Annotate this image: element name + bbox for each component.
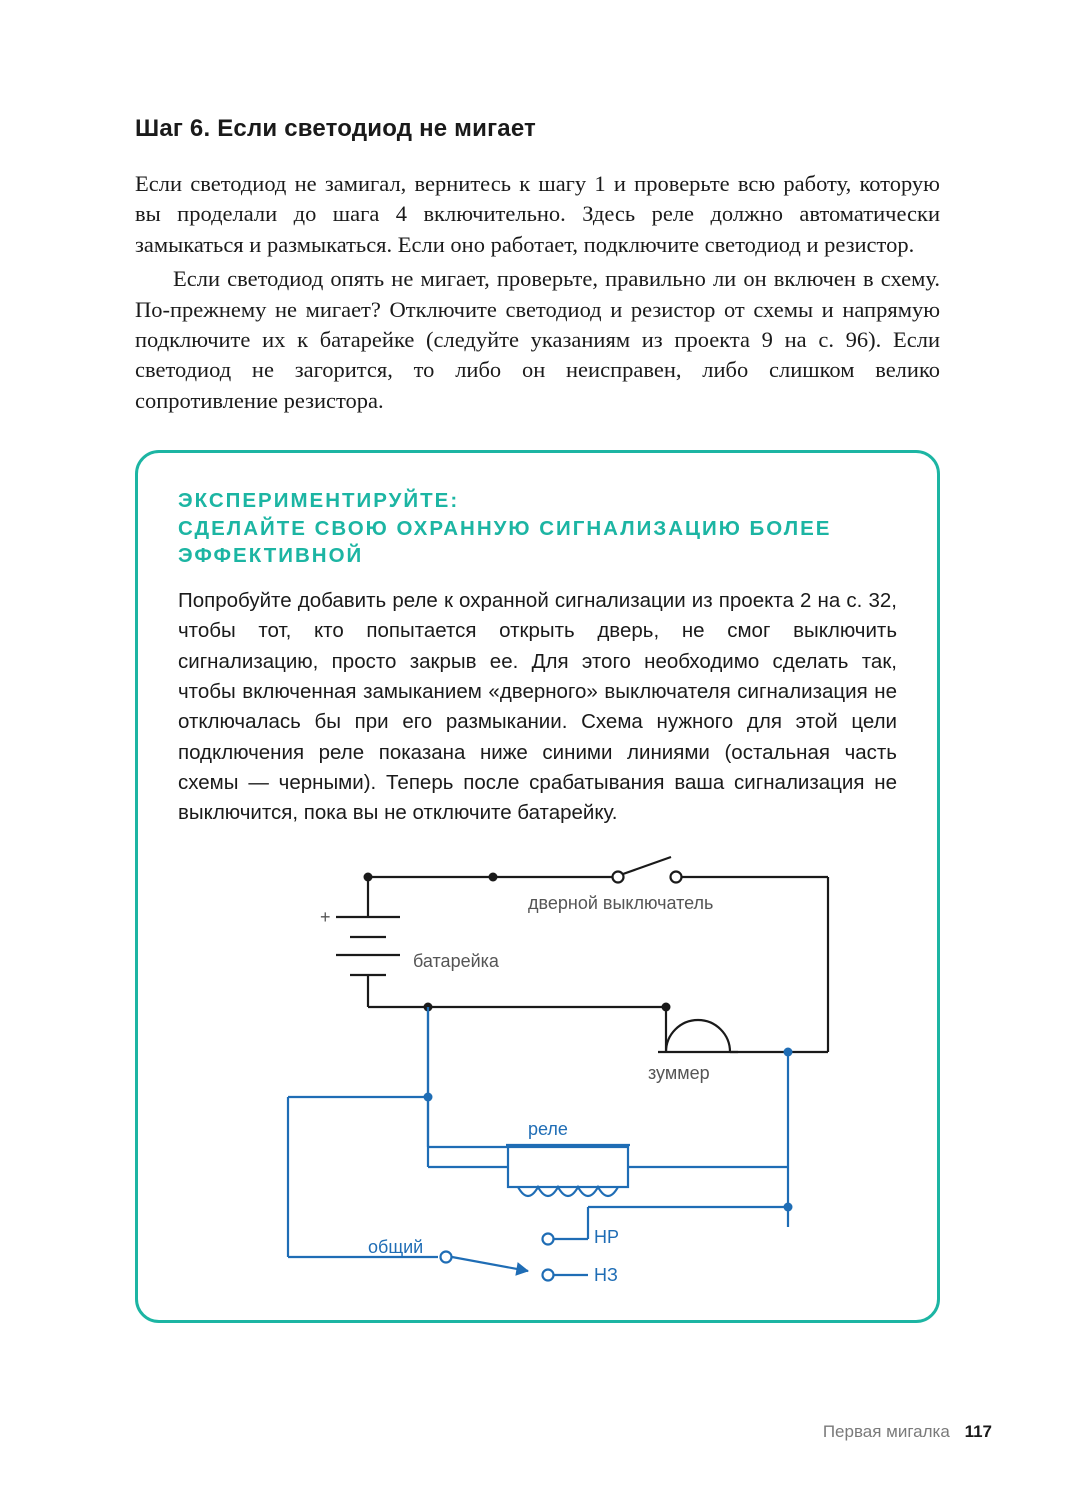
circuit-svg: #black-lines, #black2 { display:none; } … (228, 847, 848, 1297)
footer-page-number: 117 (965, 1422, 992, 1441)
footer-chapter: Первая мигалка (823, 1422, 950, 1441)
circuit-diagram: #black-lines, #black2 { display:none; } … (178, 847, 897, 1302)
page-footer: Первая мигалка 117 (823, 1422, 992, 1442)
label-buzzer: зуммер (648, 1063, 710, 1083)
paragraph-2: Если светодиод опять не мигает, проверьт… (135, 264, 940, 416)
callout-title-line1: ЭКСПЕРИМЕНТИРУЙТЕ: (178, 489, 459, 512)
content-column: Шаг 6. Если светодиод не мигает Если све… (135, 115, 940, 1323)
label-common: общий (368, 1237, 423, 1257)
page: Шаг 6. Если светодиод не мигает Если све… (0, 0, 1072, 1500)
experiment-callout: ЭКСПЕРИМЕНТИРУЙТЕ: СДЕЛАЙТЕ СВОЮ ОХРАННУ… (135, 450, 940, 1323)
label-no: НР (594, 1227, 619, 1247)
label-plus: + (320, 907, 331, 927)
step-heading: Шаг 6. Если светодиод не мигает (135, 115, 940, 143)
callout-title-line2: СДЕЛАЙТЕ СВОЮ ОХРАННУЮ СИГНАЛИЗАЦИЮ БОЛЕ… (178, 517, 831, 568)
paragraph-1: Если светодиод не замигал, вернитесь к ш… (135, 169, 940, 260)
callout-body: Попробуйте добавить реле к охранной сигн… (178, 586, 897, 829)
label-battery: батарейка (413, 951, 500, 971)
label-nc: НЗ (594, 1265, 618, 1285)
label-switch: дверной выключатель (528, 893, 713, 913)
label-relay: реле (528, 1119, 568, 1139)
callout-title: ЭКСПЕРИМЕНТИРУЙТЕ: СДЕЛАЙТЕ СВОЮ ОХРАННУ… (178, 487, 897, 570)
